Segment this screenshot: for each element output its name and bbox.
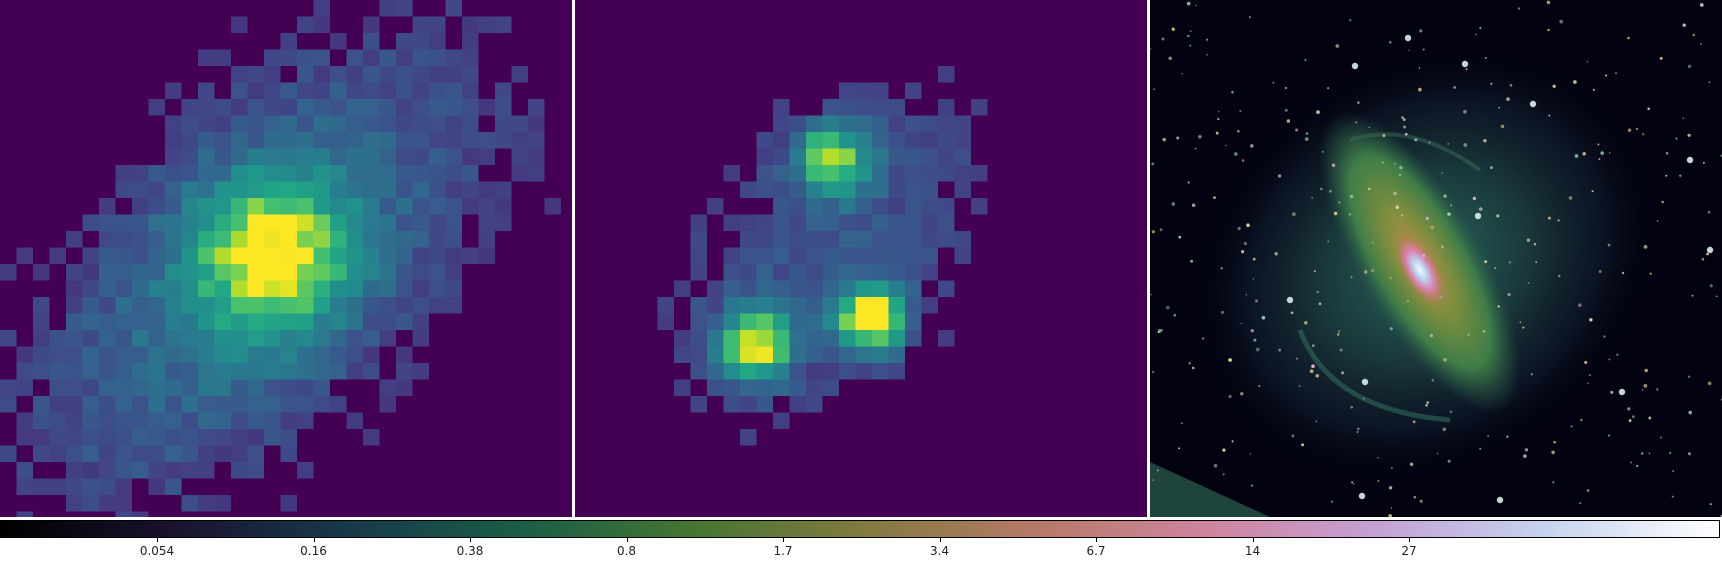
single-source-map-panel <box>0 0 572 517</box>
colorbar-tick-label: 0.8 <box>616 544 637 558</box>
colorbar-tick <box>939 538 941 542</box>
colorbar-tick <box>157 538 158 542</box>
colorbar-gradient <box>0 520 1720 538</box>
colorbar-tick-label: 0.38 <box>456 544 484 558</box>
pixel-grid <box>575 0 1147 517</box>
galaxy-image <box>1150 0 1722 517</box>
colorbar-tick-label: 0.16 <box>300 544 327 558</box>
colorbar-tick <box>1252 538 1254 542</box>
colorbar-tick-label: 1.7 <box>773 544 793 558</box>
colorbar-tick <box>626 538 628 542</box>
pixel-grid <box>0 0 572 517</box>
colorbar-tick <box>470 538 471 542</box>
colorbar-tick <box>313 538 315 542</box>
three-source-map-panel <box>575 0 1147 517</box>
galaxy-image-panel <box>1150 0 1722 517</box>
star-field <box>1150 0 1722 517</box>
colorbar-tick <box>1096 538 1097 542</box>
colorbar: 0.054 0.16 0.38 0.8 1.7 3.4 6.7 14 27 <box>0 520 1722 564</box>
colorbar-tick-label: 14 <box>1244 544 1261 558</box>
colorbar-tick-label: 0.054 <box>139 544 175 558</box>
chip-gap-wedge <box>1150 462 1270 517</box>
galaxy-bulge <box>1394 234 1446 306</box>
colorbar-tick-label: 6.7 <box>1086 544 1106 558</box>
three-source-map <box>575 0 1147 517</box>
colorbar-tick-label: 3.4 <box>929 544 950 558</box>
colorbar-tick <box>1409 538 1410 542</box>
colorbar-tick <box>783 538 784 542</box>
colorbar-tick-label: 27 <box>1401 544 1417 558</box>
single-source-map <box>0 0 572 517</box>
